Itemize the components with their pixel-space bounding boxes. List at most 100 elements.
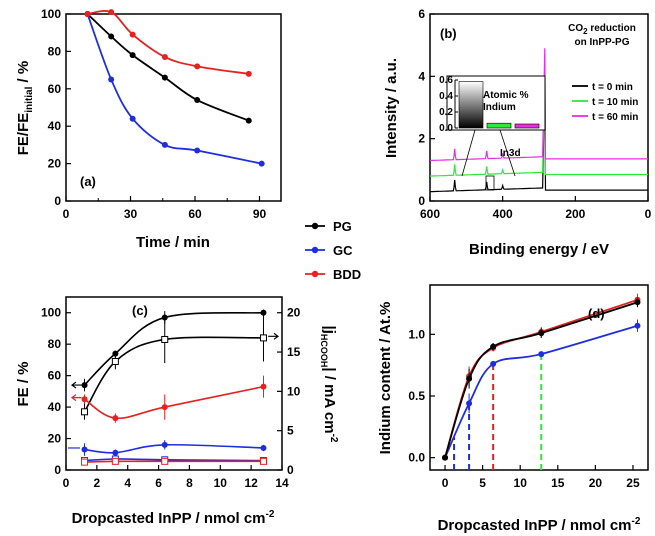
y-tick-label: 20 <box>48 157 62 171</box>
inset-bar-1 <box>486 122 512 129</box>
data-point-PG <box>466 375 473 382</box>
inset-bar-0 <box>458 81 484 129</box>
y-tick-label: 2 <box>418 132 425 146</box>
panel-a-ylabel-unit: / % <box>15 61 32 87</box>
panel-c-y2label-sub: HCOOH <box>319 334 329 368</box>
panel-c-y2label-sup: -2 <box>328 434 339 443</box>
x-tick-label: 600 <box>420 207 440 221</box>
data-point-PG <box>538 330 545 337</box>
panel-c-series <box>68 309 279 466</box>
panel-d: 0 5 10 15 20 25 0.0 0.5 1.0 (d) Dropcasted InPP … <box>377 284 649 534</box>
x-tick-label: 60 <box>188 207 202 221</box>
y-tick-label: 0 <box>54 194 61 208</box>
panel-c-ylabel: FE / % <box>15 361 32 406</box>
j-point-PG <box>259 334 267 342</box>
data-point-BDD <box>108 9 115 16</box>
y2-tick-label: 15 <box>287 345 301 359</box>
series-line-PG <box>86 13 250 122</box>
fe-point-BDD <box>260 383 267 390</box>
panel-a-ylabel-sub: initial <box>24 86 35 112</box>
y-tick-label: 1.0 <box>408 327 425 341</box>
y2-tick-label: 0 <box>287 463 294 477</box>
fe-point-PG <box>260 309 267 316</box>
panel-a-label: (a) <box>80 174 96 189</box>
panel-b-ylabel: Intensity / a.u. <box>383 58 400 158</box>
y2-tick-label: 10 <box>287 384 301 398</box>
inset-connector-right <box>499 129 516 177</box>
legend-marker-PG <box>311 222 319 230</box>
inset-y-tick-label: 0.2 <box>439 107 453 118</box>
x-tick-label: 0 <box>63 207 70 221</box>
fe-point-GC <box>112 449 119 456</box>
fe-point-GC <box>260 444 267 451</box>
panel-b-label: (b) <box>440 26 457 41</box>
panel-a-ylabel-main: FE/FE <box>15 113 32 156</box>
y-tick-label: 0.0 <box>408 451 425 465</box>
y-tick-label: 40 <box>48 119 62 133</box>
y-tick-label: 80 <box>48 337 62 351</box>
inset-title-2: Indium <box>483 102 516 113</box>
fe-curve-PG <box>83 311 264 386</box>
y-tick-label: 100 <box>41 306 61 320</box>
x-tick-label: 25 <box>626 476 640 490</box>
legend-marker-GC <box>311 246 319 254</box>
panel-c-frame <box>65 296 283 471</box>
panel-b-title-rest: reduction <box>588 23 636 34</box>
x-tick-label: 4 <box>124 476 131 490</box>
inset-y-tick-label: 0.0 <box>439 123 453 134</box>
legend-label-BDD: BDD <box>333 267 361 282</box>
spectrum-line-2 <box>430 48 648 162</box>
panel-b-xlabel: Binding energy / eV <box>469 241 609 258</box>
spectrum-line-0 <box>429 79 648 193</box>
data-point-GC <box>538 351 545 358</box>
x-tick-label: 400 <box>493 207 513 221</box>
fe-point-BDD <box>161 404 168 411</box>
in3d-annotation: In3d <box>500 148 521 159</box>
panel-a-ticks: 0 30 60 90 0 20 40 60 80 100 <box>41 7 267 221</box>
panel-c-y2label-main: |j <box>321 326 338 334</box>
panel-b-inset: 0.6 0.4 0.2 0.0 Atomic % Indium <box>439 75 546 191</box>
data-point-GC <box>129 115 136 122</box>
fe-point-PG <box>81 382 88 389</box>
x-tick-label: 90 <box>253 207 267 221</box>
y-tick-label: 4 <box>418 69 425 83</box>
x-tick-label: 30 <box>124 207 138 221</box>
j-point-BDD <box>111 457 119 465</box>
fe-point-GC <box>161 441 168 448</box>
panel-d-series <box>442 293 641 470</box>
j-point-BDD <box>259 457 267 465</box>
panel-c-xlabel: Dropcasted InPP / nmol cm-2 <box>72 509 275 527</box>
data-point-PG <box>194 97 201 104</box>
panel-d-ylabel: Indium content / At.% <box>377 302 394 455</box>
fe-point-BDD <box>81 396 88 403</box>
data-point-PG <box>634 299 641 306</box>
y-tick-label: 0 <box>54 463 61 477</box>
data-point-GC <box>108 76 115 83</box>
x-tick-label: 10 <box>514 476 528 490</box>
panel-c-y2label-rest: | / mA cm <box>321 367 338 433</box>
panel-c-y2label: |jHCOOH| / mA cm-2 <box>319 326 339 443</box>
x-tick-label: 20 <box>589 476 603 490</box>
y-tick-label: 60 <box>48 369 62 383</box>
arrow-right-PG <box>268 332 279 340</box>
data-point-PG <box>129 52 136 59</box>
panel-b-series <box>429 48 648 193</box>
j-point-PG <box>81 408 89 416</box>
panel-b-title-line1: CO2 reduction <box>568 23 636 36</box>
series-line-BDD <box>87 10 249 75</box>
inset-title-1: Atomic % <box>483 90 529 101</box>
data-point-GC <box>194 147 201 154</box>
inset-y-tick-label: 0.6 <box>439 75 453 86</box>
data-point-BDD <box>161 54 168 61</box>
panel-a-ylabel: FE/FEinitial / % <box>15 61 35 155</box>
panel-c-xlabel-sup: -2 <box>266 509 275 520</box>
x-tick-label: 14 <box>275 476 289 490</box>
panel-b-legend: t = 0 min t = 10 min t = 60 min <box>572 82 638 123</box>
legend-label-0: t = 0 min <box>592 82 633 93</box>
panel-c-label: (c) <box>132 303 148 318</box>
y2-tick-label: 5 <box>287 424 294 438</box>
data-point-GC <box>161 141 168 148</box>
